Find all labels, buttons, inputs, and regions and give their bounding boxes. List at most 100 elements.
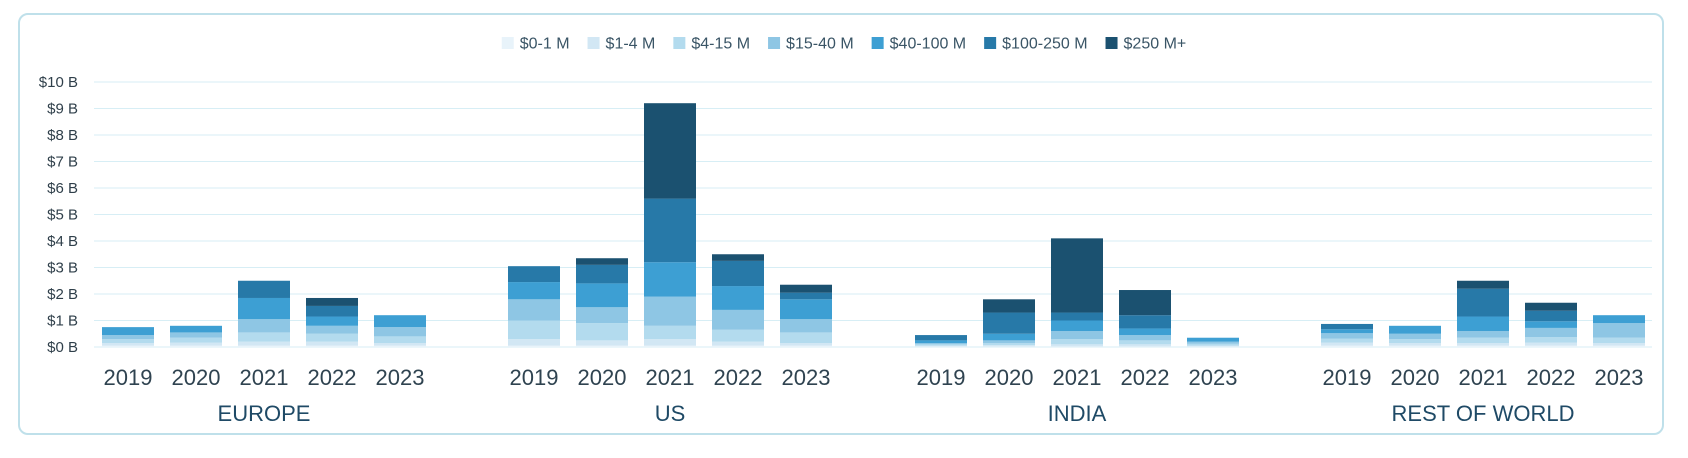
legend-label-1: $1-4 M: [606, 36, 656, 53]
bar-india-2021-seg-1: [1051, 344, 1103, 347]
bar-india-2019-seg-1: [915, 345, 967, 347]
x-tick-label: 2020: [172, 365, 221, 390]
bar-rest-of-world-2021-seg-0: [1457, 345, 1509, 347]
bar-us-2021-seg-4: [644, 262, 696, 297]
bar-europe-2022-seg-3: [306, 325, 358, 334]
group-label: US: [655, 401, 686, 426]
y-tick-label: $0 B: [47, 339, 78, 356]
x-tick-label: 2021: [646, 365, 695, 390]
x-tick-label: 2019: [1323, 365, 1372, 390]
bar-india-2022-seg-0: [1119, 346, 1171, 347]
bar-india-2021-seg-6: [1051, 238, 1103, 313]
bar-us-2022-seg-0: [712, 345, 764, 347]
bar-europe-2019-seg-0: [102, 345, 154, 347]
bar-india-2019-seg-5: [915, 335, 967, 341]
group-label: REST OF WORLD: [1392, 401, 1575, 426]
bar-europe-2021-seg-3: [238, 319, 290, 333]
bar-europe-2023-seg-4: [374, 315, 426, 328]
bar-rest-of-world-2023-seg-2: [1593, 337, 1645, 344]
bar-us-2019-seg-3: [508, 299, 560, 321]
legend-label-0: $0-1 M: [520, 36, 570, 53]
bar-europe-2021-seg-0: [238, 345, 290, 347]
bar-rest-of-world-2019-seg-2: [1321, 338, 1373, 343]
chart-frame: [18, 13, 1664, 435]
bar-us-2019-seg-4: [508, 282, 560, 300]
bar-india-2020-seg-2: [983, 343, 1035, 346]
bar-rest-of-world-2022-seg-1: [1525, 342, 1577, 346]
x-tick-label: 2021: [240, 365, 289, 390]
legend-label-5: $100-250 M: [1002, 36, 1087, 53]
bar-rest-of-world-2020-seg-1: [1389, 343, 1441, 346]
legend-label-3: $15-40 M: [786, 36, 854, 53]
y-tick-label: $8 B: [47, 127, 78, 144]
bar-rest-of-world-2023-seg-0: [1593, 345, 1645, 347]
legend-swatch-3: [768, 37, 781, 49]
bar-india-2022-seg-5: [1119, 315, 1171, 329]
bar-india-2022-seg-4: [1119, 328, 1171, 336]
bar-us-2021-seg-3: [644, 296, 696, 326]
bar-us-2019-seg-1: [508, 339, 560, 346]
y-tick-label: $7 B: [47, 154, 78, 171]
bar-rest-of-world-2021-seg-6: [1457, 280, 1509, 289]
x-tick-label: 2023: [1595, 365, 1644, 390]
bar-rest-of-world-2020-seg-3: [1389, 333, 1441, 340]
bar-europe-2021-seg-4: [238, 297, 290, 320]
bar-europe-2019-seg-2: [102, 339, 154, 344]
bar-india-2019-seg-4: [915, 340, 967, 344]
bar-rest-of-world-2019-seg-1: [1321, 342, 1373, 346]
y-tick-label: $1 B: [47, 313, 78, 330]
x-tick-label: 2022: [1527, 365, 1576, 390]
bar-india-2021-seg-5: [1051, 312, 1103, 321]
bar-rest-of-world-2019-seg-5: [1321, 323, 1373, 330]
bar-rest-of-world-2021-seg-4: [1457, 316, 1509, 332]
bar-india-2022-seg-6: [1119, 290, 1171, 316]
bar-india-2022-seg-2: [1119, 340, 1171, 345]
x-tick-label: 2021: [1053, 365, 1102, 390]
bar-us-2021-seg-2: [644, 325, 696, 340]
bar-india-2022-seg-1: [1119, 344, 1171, 347]
bar-europe-2023-seg-2: [374, 336, 426, 344]
bar-india-2019-seg-2: [915, 344, 967, 346]
bar-us-2021-seg-5: [644, 198, 696, 263]
bar-us-2022-seg-2: [712, 329, 764, 342]
bar-europe-2019-seg-3: [102, 335, 154, 340]
bar-rest-of-world-2022-seg-3: [1525, 327, 1577, 338]
legend-swatch-1: [587, 37, 600, 49]
bar-india-2020-seg-4: [983, 333, 1035, 341]
bar-us-2020-seg-0: [576, 345, 628, 347]
bar-india-2023-seg-4: [1187, 337, 1239, 342]
bar-rest-of-world-2023-seg-3: [1593, 323, 1645, 338]
bar-rest-of-world-2022-seg-0: [1525, 345, 1577, 347]
bar-india-2019-seg-0: [915, 346, 967, 347]
bar-rest-of-world-2020-seg-0: [1389, 345, 1441, 347]
legend-label-2: $4-15 M: [691, 36, 750, 53]
legend-swatch-4: [871, 37, 884, 49]
x-tick-label: 2022: [1121, 365, 1170, 390]
x-tick-label: 2019: [917, 365, 966, 390]
bar-europe-2020-seg-4: [170, 325, 222, 333]
bar-us-2020-seg-1: [576, 340, 628, 346]
legend-swatch-5: [984, 37, 997, 49]
bar-rest-of-world-2020-seg-2: [1389, 339, 1441, 344]
legend-swatch-0: [501, 37, 514, 49]
bar-rest-of-world-2020-seg-4: [1389, 325, 1441, 334]
bar-rest-of-world-2021-seg-5: [1457, 288, 1509, 317]
bar-us-2019-seg-0: [508, 345, 560, 347]
bar-us-2023-seg-2: [780, 332, 832, 344]
bar-rest-of-world-2022-seg-2: [1525, 337, 1577, 343]
bar-us-2022-seg-3: [712, 309, 764, 330]
bar-india-2020-seg-0: [983, 346, 1035, 347]
bar-rest-of-world-2021-seg-3: [1457, 331, 1509, 338]
group-label: EUROPE: [218, 401, 311, 426]
y-tick-label: $10 B: [39, 74, 78, 91]
x-tick-label: 2022: [308, 365, 357, 390]
bar-rest-of-world-2023-seg-1: [1593, 343, 1645, 346]
legend-label-6: $250 M+: [1124, 36, 1187, 53]
x-tick-label: 2020: [578, 365, 627, 390]
bar-rest-of-world-2023-seg-4: [1593, 315, 1645, 324]
bar-us-2023-seg-1: [780, 343, 832, 346]
bar-europe-2022-seg-1: [306, 341, 358, 346]
bar-india-2023-seg-3: [1187, 341, 1239, 344]
bar-us-2023-seg-6: [780, 284, 832, 293]
